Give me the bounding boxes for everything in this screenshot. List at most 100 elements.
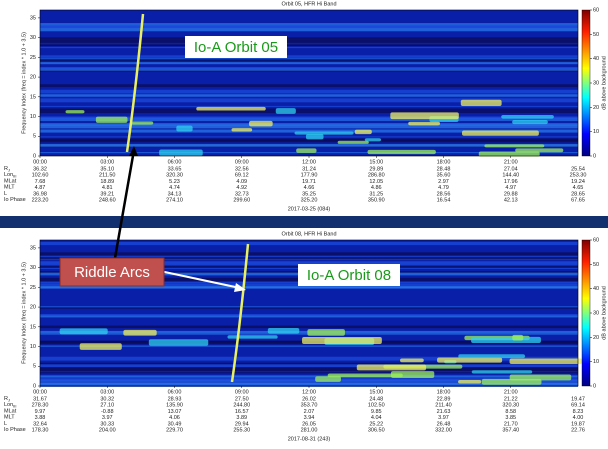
table-cell: 35.25: [302, 191, 316, 197]
colorbar-tick-label: 10: [593, 129, 599, 135]
table-cell: 42.13: [504, 197, 518, 203]
table-cell: 25.22: [369, 421, 383, 427]
table-cell: 17.96: [504, 179, 518, 185]
table-cell: 3.94: [304, 415, 315, 421]
table-cell: 3.97: [438, 415, 449, 421]
y-tick-label: 5: [33, 364, 36, 370]
separator: [0, 216, 608, 228]
emission: [462, 131, 539, 136]
spectrogram-band: [40, 108, 578, 111]
table-cell: 22.89: [437, 396, 451, 402]
panel-title: Orbit 05, HFR Hi Band: [281, 1, 336, 7]
x-tick-label: 21:00: [504, 389, 518, 395]
table-cell: 8.58: [505, 409, 516, 415]
table-cell: 4.74: [169, 185, 180, 191]
y-tick-label: 30: [30, 35, 36, 41]
y-axis-label: Frequency Index (freq = index * 1.0 + 3.…: [21, 32, 27, 134]
row-label-text: Io Phase: [4, 427, 26, 433]
emission: [249, 121, 273, 127]
table-cell: 5.23: [169, 179, 180, 185]
emission: [471, 337, 541, 343]
row-label: L: [4, 421, 7, 427]
emission: [296, 148, 316, 152]
table-cell: 320.30: [502, 403, 519, 409]
table-cell: 31.24: [302, 166, 316, 172]
table-cell: 19.87: [571, 421, 585, 427]
table-cell: 248.60: [99, 197, 116, 203]
table-cell: 35.60: [437, 173, 451, 179]
table-cell: 244.80: [233, 403, 250, 409]
emission: [196, 107, 266, 111]
emission: [276, 108, 296, 114]
row-label: Io Phase: [4, 427, 26, 433]
table-cell: 278.30: [32, 403, 49, 409]
table-cell: 29.88: [504, 191, 518, 197]
spectrogram-band: [40, 314, 578, 316]
table-cell: 67.65: [571, 197, 585, 203]
table-cell: 9.97: [35, 409, 46, 415]
table-cell: 255.30: [233, 427, 250, 433]
table-cell: 320.30: [166, 173, 183, 179]
table-cell: 177.90: [301, 173, 318, 179]
table-cell: 28.48: [437, 166, 451, 172]
table-cell: 36.98: [33, 191, 47, 197]
colorbar-tick-label: 50: [593, 262, 599, 268]
table-cell: 21.70: [504, 421, 518, 427]
table-cell: 28.65: [571, 191, 585, 197]
spectrogram-band: [40, 28, 578, 32]
y-tick-label: 35: [30, 245, 36, 251]
y-axis-label: Frequency Index (freq = index * 1.0 + 3.…: [21, 262, 27, 364]
table-cell: 27.50: [235, 396, 249, 402]
emission: [66, 110, 85, 113]
emission: [357, 365, 426, 371]
table-cell: 204.00: [99, 427, 116, 433]
table-cell: 332.00: [435, 427, 452, 433]
date-label: 2017-08-31 (243): [288, 436, 331, 442]
table-cell: 3.97: [102, 415, 113, 421]
row-label-text: MLT: [4, 415, 15, 421]
table-cell: 30.32: [100, 396, 114, 402]
emission: [458, 354, 525, 358]
colorbar-label: dB above background: [601, 286, 607, 340]
spectrogram-band: [40, 112, 578, 113]
table-cell: 34.13: [168, 191, 182, 197]
y-tick-label: 30: [30, 265, 36, 271]
table-cell: 12.05: [369, 179, 383, 185]
emission: [458, 380, 481, 383]
colorbar-tick-label: 40: [593, 286, 599, 292]
table-cell: 4.86: [371, 185, 382, 191]
spectrogram-band: [40, 242, 578, 245]
spectrogram-band: [40, 326, 578, 329]
row-label-text: Lon: [4, 173, 13, 179]
table-cell: -0.88: [101, 409, 114, 415]
x-tick-label: 15:00: [369, 159, 383, 165]
row-label: MLT: [4, 415, 15, 421]
table-cell: 26.05: [302, 421, 316, 427]
table-cell: 135.90: [166, 403, 183, 409]
date-label: 2017-03-25 (084): [288, 206, 331, 212]
table-cell: 299.60: [233, 197, 250, 203]
colorbar-tick-label: 10: [593, 359, 599, 365]
table-cell: 32.73: [235, 191, 249, 197]
table-cell: 357.40: [502, 427, 519, 433]
row-label: LonIII: [4, 173, 17, 179]
spectrogram-band: [40, 90, 578, 94]
table-cell: 102.50: [368, 403, 385, 409]
table-cell: 16.54: [437, 197, 451, 203]
table-cell: 4.09: [236, 179, 247, 185]
table-cell: 27.10: [100, 403, 114, 409]
emission: [437, 357, 502, 362]
row-label: MLT: [4, 185, 15, 191]
colorbar-tick-label: 0: [593, 153, 596, 159]
table-cell: 229.70: [166, 427, 183, 433]
table-cell: 32.64: [33, 421, 47, 427]
emission: [306, 134, 324, 139]
y-tick-label: 10: [30, 344, 36, 350]
y-tick-label: 10: [30, 114, 36, 120]
row-label-text: L: [4, 421, 7, 427]
table-cell: 29.89: [369, 166, 383, 172]
table-cell: 325.20: [301, 197, 318, 203]
emission: [227, 335, 277, 338]
spectrogram-band: [40, 364, 578, 367]
x-tick-label: 09:00: [235, 159, 249, 165]
